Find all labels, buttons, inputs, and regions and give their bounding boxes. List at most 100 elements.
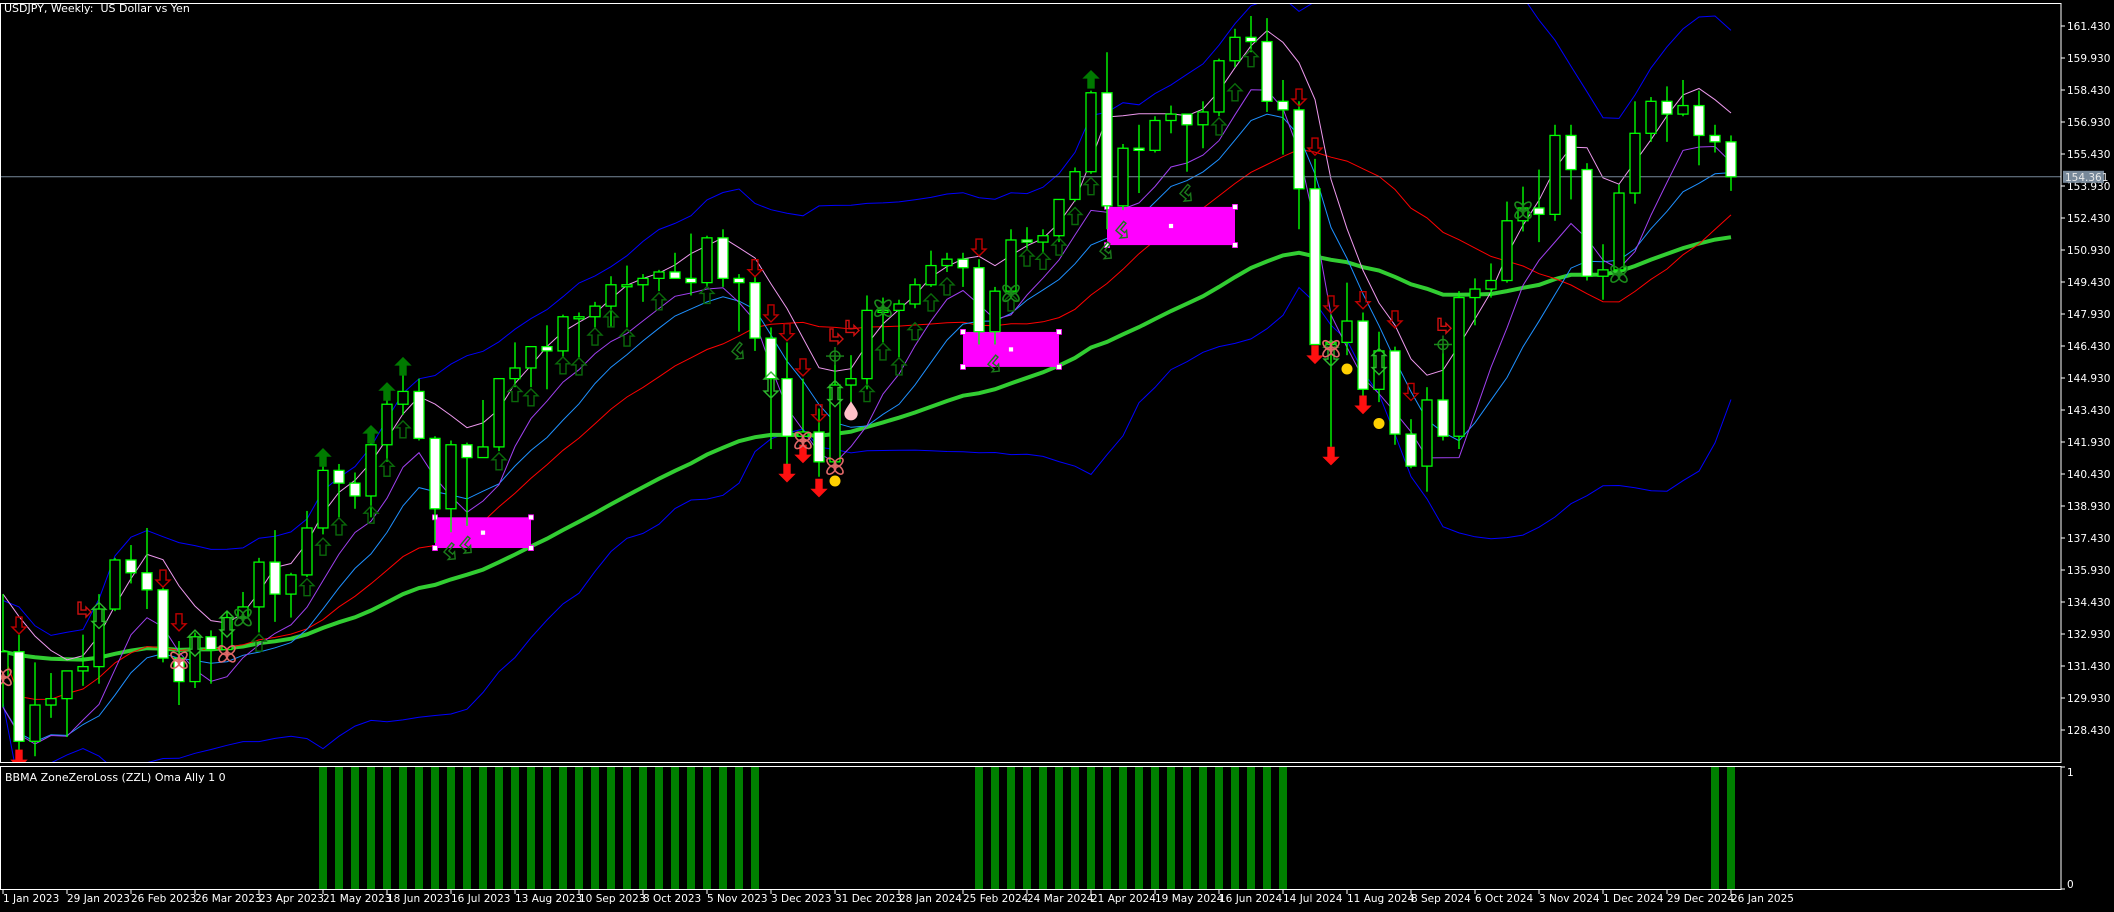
bear-candle-body bbox=[685, 277, 697, 284]
hook-arrow-icon bbox=[458, 535, 472, 554]
candle bbox=[1709, 124, 1721, 153]
zzl-histogram-bar bbox=[1215, 767, 1223, 889]
arrow-up-outline-icon bbox=[250, 633, 268, 652]
down-hollow-signal-icon bbox=[810, 404, 828, 423]
zzl-histogram-bar bbox=[1247, 767, 1255, 889]
zone-handle[interactable] bbox=[528, 514, 534, 521]
candle bbox=[989, 286, 1001, 345]
arrow-down-icon bbox=[778, 463, 796, 483]
zone-handle[interactable] bbox=[528, 545, 534, 551]
zone-handle[interactable] bbox=[960, 364, 966, 370]
main-price-panel[interactable] bbox=[0, 0, 2061, 786]
zone-rectangle[interactable] bbox=[960, 329, 1062, 370]
bull-candle-body bbox=[1421, 399, 1433, 467]
butterfly-pink-signal-icon bbox=[794, 431, 812, 450]
arrow-down-outline-icon bbox=[970, 238, 988, 258]
double-arrow-signal-icon bbox=[762, 371, 780, 400]
arrow-down-outline-icon bbox=[154, 569, 172, 589]
up-hollow-signal-icon bbox=[394, 419, 412, 439]
zzl-histogram-bar bbox=[991, 767, 999, 889]
candle bbox=[397, 374, 409, 415]
bull-candle-body bbox=[1613, 192, 1625, 271]
arrow-down-icon bbox=[1354, 395, 1372, 415]
bear-candle-body bbox=[1101, 92, 1113, 207]
zzl-histogram-bar bbox=[1167, 767, 1175, 889]
up-hollow-signal-icon bbox=[1034, 251, 1052, 271]
zone-handle[interactable] bbox=[1232, 204, 1238, 210]
bull-candle-body bbox=[1597, 269, 1609, 277]
zone-handle[interactable] bbox=[1232, 242, 1238, 248]
bull-candle-body bbox=[45, 697, 57, 706]
arrow-up-outline-icon bbox=[378, 458, 396, 477]
bull-candle-body bbox=[1229, 36, 1241, 62]
axes: 161.430 159.930 158.430 156.930 155.430 153.9… bbox=[0, 3, 2110, 905]
zone-handle[interactable] bbox=[1008, 346, 1014, 353]
hook-red-signal-icon bbox=[829, 328, 844, 346]
down-hollow-signal-icon bbox=[762, 304, 780, 323]
zzl-histogram-bar bbox=[463, 767, 471, 889]
candle bbox=[125, 545, 137, 584]
candle bbox=[317, 463, 329, 535]
double-arrow-signal-icon bbox=[1322, 339, 1340, 368]
zone-handle[interactable] bbox=[1168, 223, 1174, 229]
zone-handle[interactable] bbox=[960, 329, 966, 335]
date-tick-label: 26 Mar 2023 bbox=[195, 893, 262, 905]
bull-candle-body bbox=[1485, 279, 1497, 290]
up-hollow-signal-icon bbox=[314, 537, 332, 556]
candle bbox=[381, 399, 393, 462]
zone-handle[interactable] bbox=[432, 545, 438, 551]
candle bbox=[925, 250, 937, 287]
candle bbox=[205, 630, 217, 684]
zzl-histogram-bar bbox=[1055, 767, 1063, 889]
up-hollow-signal-icon bbox=[1066, 206, 1084, 226]
hook-arrow-icon bbox=[77, 601, 92, 619]
butterfly-pink-signal-icon bbox=[0, 668, 12, 687]
down-solid-signal-icon bbox=[778, 463, 796, 483]
up-hollow-signal-icon bbox=[1242, 48, 1260, 68]
hook-arrow-icon bbox=[1178, 183, 1192, 202]
up-hollow-signal-icon bbox=[378, 458, 396, 477]
candle bbox=[669, 252, 681, 280]
up-hollow-signal-icon bbox=[522, 387, 540, 407]
candle bbox=[589, 301, 601, 328]
candle bbox=[605, 276, 617, 328]
bear-candle-body bbox=[1533, 207, 1545, 216]
butterfly-wing bbox=[218, 645, 229, 656]
bull-candle-body bbox=[317, 469, 329, 529]
zzl-indicator-panel[interactable] bbox=[319, 767, 1735, 889]
bull-candle-body bbox=[381, 403, 393, 446]
candle bbox=[1101, 52, 1113, 230]
arrow-down-outline-icon bbox=[1322, 295, 1340, 314]
candle bbox=[45, 673, 57, 718]
candle bbox=[1693, 90, 1705, 166]
bear-candle-body bbox=[1405, 433, 1417, 467]
arrow-up-outline-icon bbox=[1242, 48, 1260, 68]
zone-handle[interactable] bbox=[480, 529, 486, 536]
zone-rectangle[interactable] bbox=[432, 514, 534, 551]
bear-candle-body bbox=[1357, 320, 1369, 390]
bull-candle-body bbox=[253, 561, 265, 608]
sub-panel-frame bbox=[0, 766, 2062, 890]
zone-handle[interactable] bbox=[1056, 329, 1062, 335]
arrow-down-outline-icon bbox=[1354, 291, 1372, 310]
bear-candle-body bbox=[1133, 147, 1145, 152]
date-tick-label: 1 Dec 2024 bbox=[1603, 893, 1664, 905]
zzl-histogram-bar bbox=[1263, 767, 1271, 889]
bull-candle-body bbox=[925, 264, 937, 286]
candle bbox=[1261, 18, 1273, 112]
candle bbox=[301, 510, 313, 578]
hook-red-signal-icon bbox=[77, 601, 92, 619]
butterfly-wing bbox=[1002, 284, 1013, 296]
double-arrow-icon bbox=[1370, 347, 1388, 376]
bull-candle-body bbox=[1165, 113, 1177, 122]
candle bbox=[1213, 58, 1225, 117]
bull-candle-body bbox=[301, 527, 313, 576]
dot-icon bbox=[829, 475, 841, 487]
butterfly-pink-signal-icon bbox=[170, 651, 188, 670]
zone-rectangle[interactable] bbox=[1104, 204, 1238, 248]
date-tick-label: 8 Oct 2023 bbox=[643, 893, 701, 905]
zone-handle[interactable] bbox=[1056, 364, 1062, 370]
bull-candle-body bbox=[909, 284, 921, 305]
down-hollow-signal-icon bbox=[1306, 137, 1324, 157]
